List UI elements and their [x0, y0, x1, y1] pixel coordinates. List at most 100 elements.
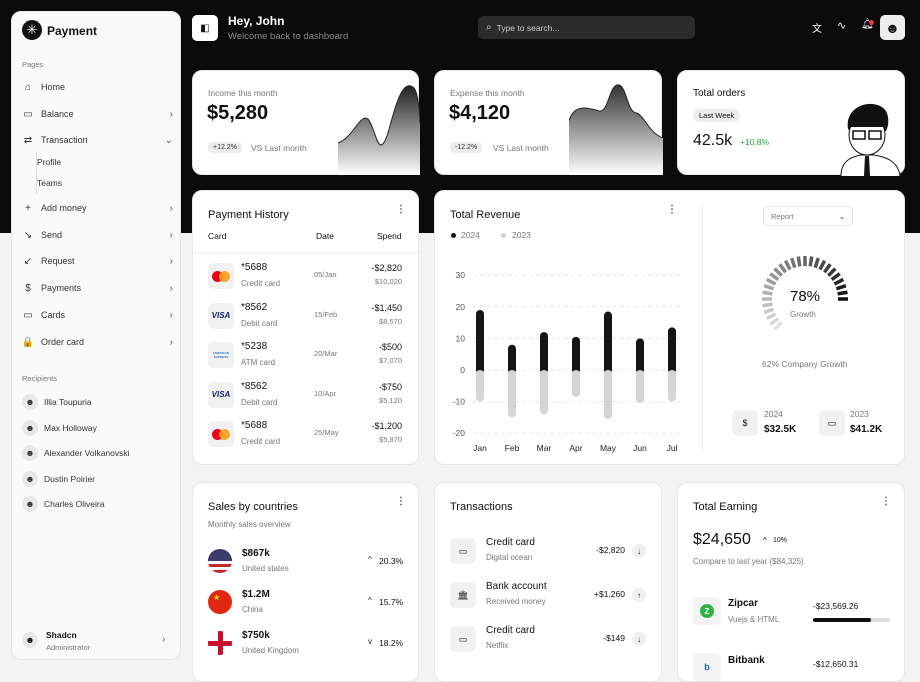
earning-up-icon: ^: [763, 536, 767, 545]
sidebar-item-transaction[interactable]: ⇄ Transaction ⌄: [21, 129, 173, 151]
transaction-name: Credit card: [486, 625, 535, 636]
orders-value: 42.5k: [693, 132, 733, 149]
stat-value-2023: $41.2K: [850, 424, 883, 435]
card-type: ATM card: [241, 358, 276, 367]
visa-logo: VISA: [208, 381, 234, 408]
sidebar-item-balance[interactable]: ▭ Balance ›: [21, 103, 173, 125]
more-options-icon[interactable]: ⋮: [396, 496, 406, 507]
sidebar-subitem-teams[interactable]: Teams: [37, 178, 63, 188]
user-name: Shadcn: [46, 630, 77, 640]
earning-name: Zipcar: [728, 598, 759, 609]
gauge-tick: [837, 290, 848, 296]
recipient-item[interactable]: ☻ Charles Oliveira: [22, 496, 104, 512]
earning-value: $24,650: [693, 531, 751, 548]
card-type: Debit card: [241, 397, 278, 407]
recipient-item[interactable]: ☻ Dustin Poirier: [22, 470, 95, 487]
gauge-tick: [833, 277, 845, 286]
profile-avatar-button[interactable]: ☻: [880, 15, 905, 40]
bell-icon[interactable]: 🔔︎: [861, 19, 874, 30]
transaction-sub: Digital ocean: [486, 553, 533, 562]
balance-amount: $5,120: [379, 395, 402, 405]
user-avatar[interactable]: ☻: [22, 632, 38, 648]
user-role: Administrator: [46, 643, 91, 652]
column-date: Date: [316, 231, 334, 241]
lock-icon: 🔒: [21, 336, 35, 348]
balance-amount: $8,570: [379, 316, 402, 326]
activity-icon[interactable]: ∿: [837, 20, 847, 32]
chevron-right-icon: ›: [169, 108, 173, 120]
card-type: Debit card: [241, 318, 278, 328]
dollar-circle-icon: $: [732, 410, 758, 436]
country-change: 15.7%: [379, 597, 404, 607]
country-change: 18.2%: [379, 638, 404, 648]
earning-title: Total Earning: [693, 501, 758, 513]
x-tick-label: Mar: [537, 443, 552, 453]
card-number: *8562: [241, 380, 268, 392]
more-options-icon[interactable]: ⋮: [881, 496, 891, 507]
sidebar-toggle-button[interactable]: ◧: [192, 15, 218, 41]
sidebar-item-add-money[interactable]: + Add money ›: [21, 197, 173, 219]
greeting: Hey, John: [228, 14, 285, 28]
y-tick-label: 0: [460, 365, 465, 375]
sidebar-item-home[interactable]: ⌂ Home: [21, 76, 173, 98]
sidebar-item-request[interactable]: ↙ Request ›: [21, 250, 173, 272]
sidebar-item-payments[interactable]: $ Payments ›: [21, 277, 173, 299]
sidebar-item-order-card[interactable]: 🔒 Order card ›: [21, 336, 173, 348]
earning-compare: Compare to last year ($84,325): [693, 557, 804, 566]
transactions-title: Transactions: [450, 501, 513, 513]
section-label-pages: Pages: [22, 60, 44, 69]
gauge-tick: [773, 321, 783, 331]
country-sales: $867k: [242, 548, 270, 559]
translate-icon[interactable]: 文: [812, 24, 822, 35]
bar-2024: [668, 327, 676, 374]
sidebar-subitem-profile[interactable]: Profile: [37, 157, 62, 167]
bar-2023: [668, 370, 676, 402]
spend-amount: -$500: [378, 342, 402, 352]
recipient-item[interactable]: ☻ Illia Toupuria: [22, 394, 92, 410]
transaction-sub: Netflix: [486, 641, 509, 650]
earning-sub: Vuejs & HTML: [728, 615, 780, 624]
payment-date: 25/May: [314, 428, 339, 437]
report-select[interactable]: Report ⌄: [763, 206, 853, 226]
expense-sparkline: [569, 84, 663, 175]
uk-flag-icon: [208, 631, 232, 655]
column-card: Card: [208, 231, 227, 241]
gauge-tick: [818, 259, 827, 271]
recipient-avatar: ☻: [22, 445, 38, 461]
zipcar-logo: Z: [693, 597, 721, 625]
sidebar-item-send[interactable]: ↘ Send ›: [21, 224, 173, 246]
expense-change-badge: -12.2%: [450, 142, 483, 153]
arrow-down-icon: ↓: [632, 544, 646, 558]
chevron-right-icon: ›: [169, 202, 173, 214]
bar-2024: [636, 338, 644, 374]
gauge-tick: [808, 256, 814, 267]
arrow-down-left-icon: ↙: [23, 255, 33, 267]
character-illustration: [840, 103, 901, 176]
divider: [702, 206, 703, 451]
recipient-item[interactable]: ☻ Alexander Volkanovski: [22, 445, 130, 461]
dollar-icon: $: [25, 282, 31, 294]
more-options-icon[interactable]: ⋮: [667, 204, 677, 215]
divider: [193, 252, 418, 253]
total-revenue-card: Total Revenue ⋮ 2024 2023 30 20 10 0 -10 -20 J…: [434, 190, 905, 465]
orders-title: Total orders: [693, 88, 746, 99]
recipient-item[interactable]: ☻ Max Holloway: [22, 419, 97, 436]
user-menu-chevron-icon[interactable]: ›: [162, 634, 166, 645]
orders-change: +10.8%: [740, 137, 770, 147]
home-icon: ⌂: [24, 81, 32, 93]
spend-amount: -$2,820: [371, 263, 402, 273]
chevron-right-icon: ›: [169, 309, 173, 321]
bar-2024: [572, 366, 580, 370]
total-earning-card: Total Earning ⋮ $24,650 ^ 10% Compare to…: [677, 482, 905, 682]
expense-value: $4,120: [449, 102, 511, 124]
y-tick-label: -10: [453, 397, 466, 407]
sidebar-item-cards[interactable]: ▭ Cards ›: [21, 304, 173, 326]
bank-icon: 🏛︎: [450, 582, 476, 608]
earning-name: Bitbank: [728, 655, 765, 666]
bar-2024: [540, 366, 548, 370]
bar-2024: [508, 366, 516, 370]
search-input[interactable]: ⌕ Type to search...: [478, 16, 695, 39]
more-options-icon[interactable]: ⋮: [396, 204, 406, 215]
bar-2024: [476, 366, 484, 370]
gauge-tick: [830, 272, 841, 282]
